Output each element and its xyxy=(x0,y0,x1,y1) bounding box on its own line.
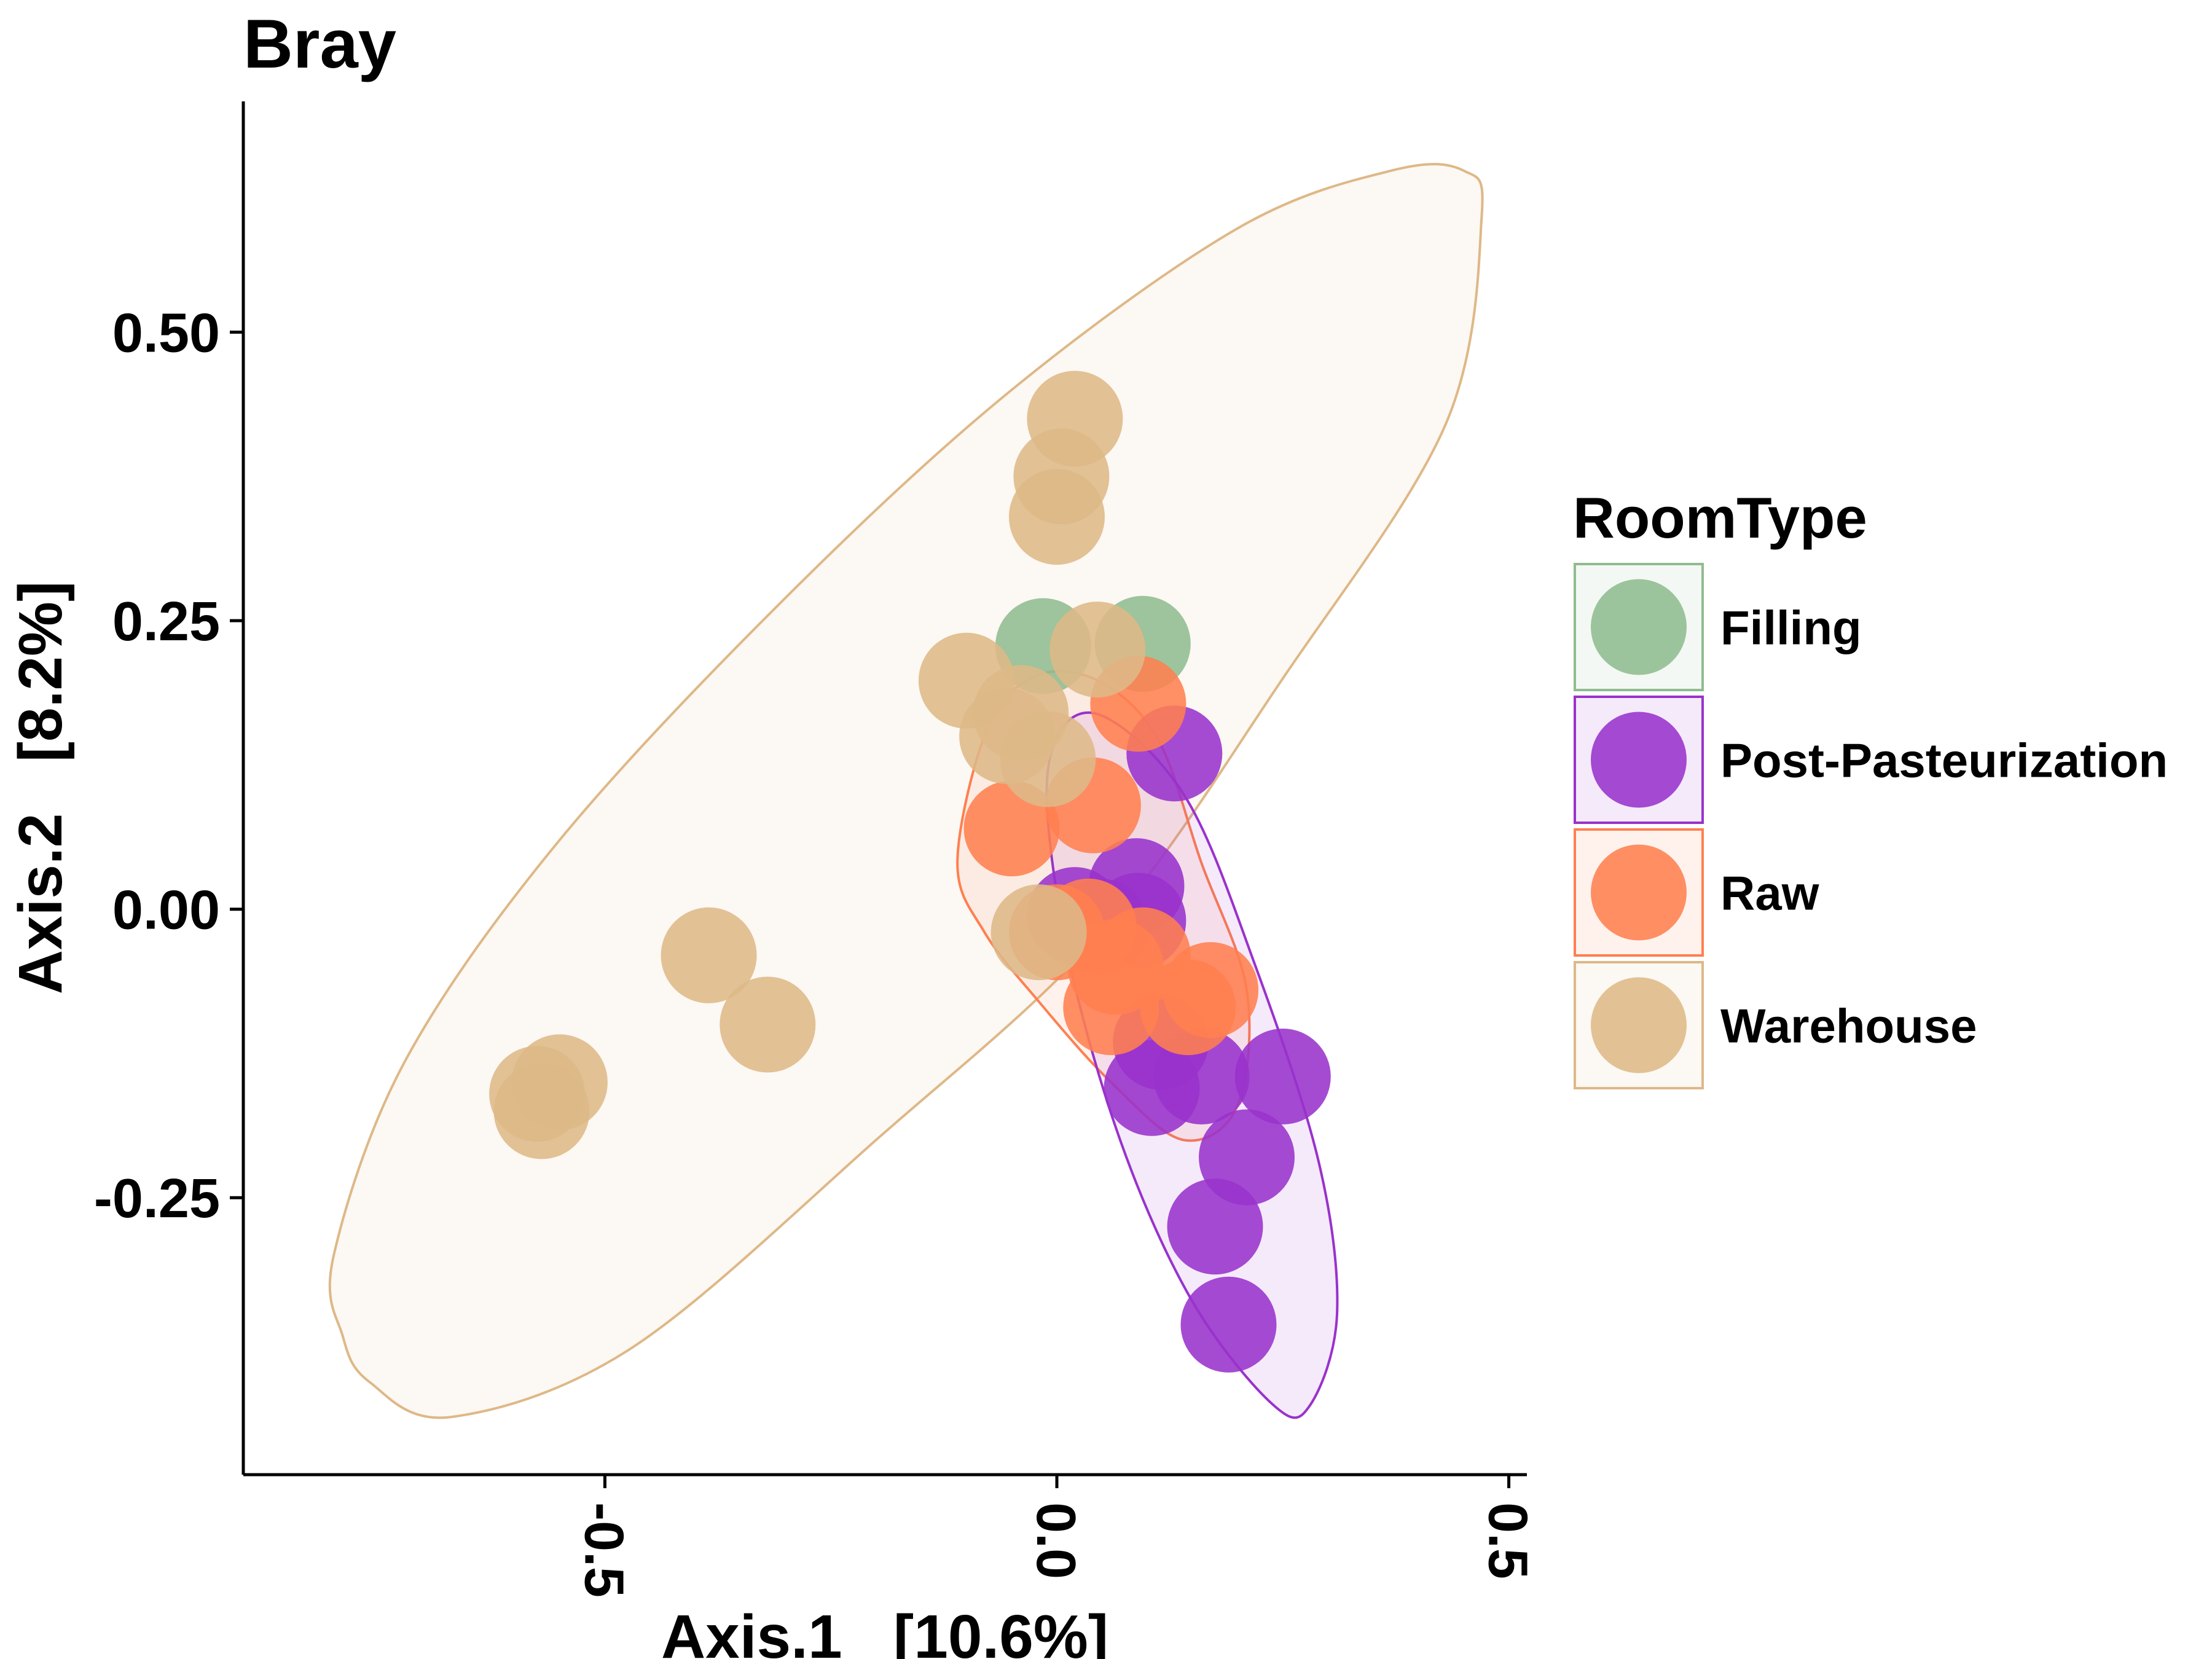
point-post-pasteurization-9 xyxy=(1104,1040,1200,1136)
point-warehouse-10 xyxy=(661,907,757,1003)
legend-label-filling: Filling xyxy=(1720,601,1862,655)
y-tick-label: -0.25 xyxy=(94,1168,220,1230)
x-ticks: -0.5 0.0 0.5 xyxy=(573,1475,1539,1598)
point-raw-9 xyxy=(1063,959,1159,1056)
legend-label-raw: Raw xyxy=(1720,866,1819,920)
ellipse-warehouse xyxy=(328,163,1484,1419)
legend-label-warehouse: Warehouse xyxy=(1720,999,1977,1053)
chart-title: Bray xyxy=(243,6,396,82)
point-post-pasteurization-12 xyxy=(1180,1276,1277,1373)
point-post-pasteurization-11 xyxy=(1167,1179,1263,1275)
y-tick-label: 0.25 xyxy=(112,591,220,653)
legend-swatch-warehouse xyxy=(1591,977,1687,1073)
point-post-pasteurization-7 xyxy=(1234,1029,1331,1124)
point-layer xyxy=(489,371,1331,1373)
y-tick-label: 0.00 xyxy=(112,880,220,941)
point-warehouse-8 xyxy=(1000,711,1096,807)
legend-title: RoomType xyxy=(1573,485,1867,550)
point-warehouse-3 xyxy=(1009,469,1105,565)
point-raw-10 xyxy=(1140,959,1236,1056)
y-tick-label: 0.50 xyxy=(112,303,220,364)
x-tick-label: -0.5 xyxy=(573,1502,635,1598)
legend-swatch-raw xyxy=(1591,844,1687,941)
legend-swatch-filling xyxy=(1591,579,1687,675)
legend-items: Filling Post-Pasteurization Raw Warehouse xyxy=(1574,563,2168,1089)
point-warehouse-14 xyxy=(493,1063,590,1159)
y-ticks: 0.50 0.25 0.00 -0.25 xyxy=(94,303,243,1230)
x-tick-label: 0.5 xyxy=(1477,1502,1539,1579)
ellipse-layer xyxy=(328,163,1484,1419)
x-axis-title: Axis.1 [10.6%] xyxy=(661,1602,1108,1659)
y-axis-title: Axis.2 [8.2%] xyxy=(6,581,75,995)
legend: RoomType Filling Post-Pasteurization Raw Wa… xyxy=(1573,485,2168,1089)
x-tick-label: 0.0 xyxy=(1025,1502,1086,1579)
point-warehouse-4 xyxy=(1049,602,1146,698)
axes-layer xyxy=(241,101,1527,1477)
legend-swatch-post-pasteurization xyxy=(1591,712,1687,808)
point-warehouse-9 xyxy=(990,884,1087,981)
point-warehouse-11 xyxy=(720,976,816,1073)
legend-label-post-pasteurization: Post-Pasteurization xyxy=(1720,734,2168,788)
